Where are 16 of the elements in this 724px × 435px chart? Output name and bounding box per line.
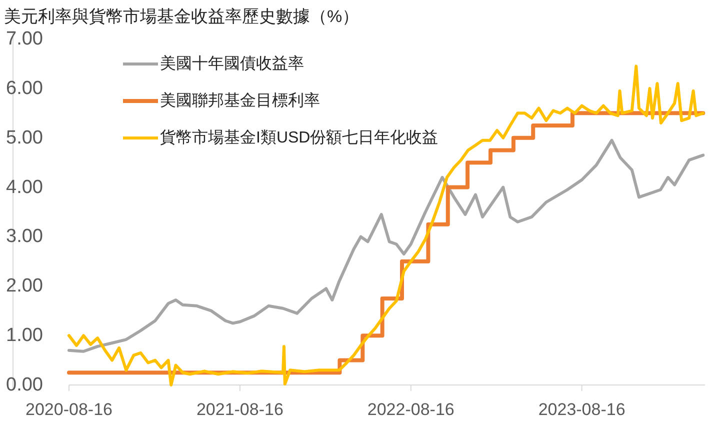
y-tick-label: 0.00 <box>6 374 43 396</box>
y-tick-label: 3.00 <box>6 226 43 248</box>
chart-title: 美元利率與貨幣市場基金收益率歷史數據（%） <box>4 7 360 26</box>
y-tick-label: 6.00 <box>6 78 43 99</box>
y-tick-label: 2.00 <box>6 276 43 297</box>
x-tick-label: 2020-08-16 <box>26 400 112 419</box>
y-tick-label: 5.00 <box>6 127 43 148</box>
y-tick-label: 1.00 <box>6 325 43 346</box>
x-tick-label: 2021-08-16 <box>196 400 284 419</box>
legend-label: 美國十年國債收益率 <box>160 54 304 72</box>
legend-label: 貨幣市場基金I類USD份額七日年化收益 <box>160 128 438 146</box>
x-tick-label: 2022-08-16 <box>367 400 454 419</box>
x-tick-label: 2023-08-16 <box>538 400 626 419</box>
y-tick-label: 7.00 <box>6 28 43 50</box>
legend-label: 美國聯邦基金目標利率 <box>160 92 320 110</box>
y-tick-label: 4.00 <box>6 176 43 198</box>
